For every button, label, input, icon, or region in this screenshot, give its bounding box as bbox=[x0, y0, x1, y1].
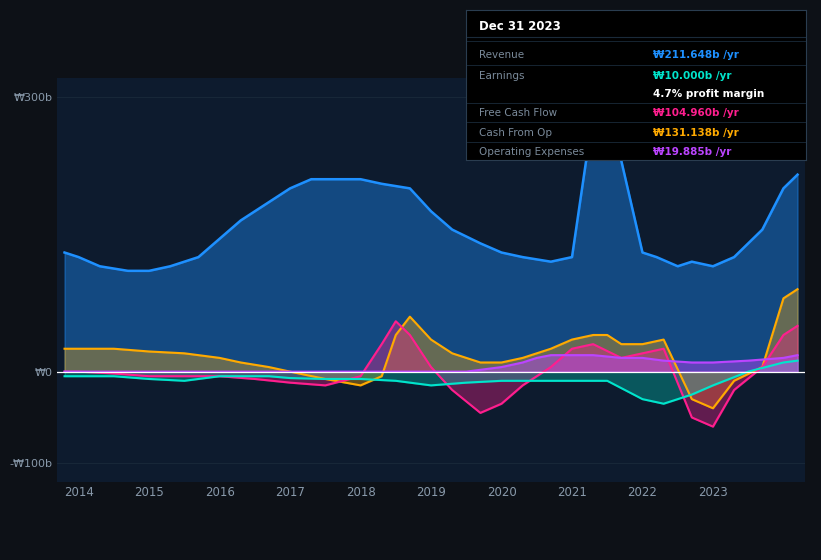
Text: Cash From Op: Cash From Op bbox=[479, 128, 553, 138]
Text: Dec 31 2023: Dec 31 2023 bbox=[479, 20, 561, 33]
Text: ₩131.138b /yr: ₩131.138b /yr bbox=[653, 128, 739, 138]
Text: ₩104.960b /yr: ₩104.960b /yr bbox=[653, 108, 739, 118]
Text: 4.7% profit margin: 4.7% profit margin bbox=[653, 88, 764, 99]
Text: ₩211.648b /yr: ₩211.648b /yr bbox=[653, 49, 739, 59]
Text: ₩19.885b /yr: ₩19.885b /yr bbox=[653, 147, 732, 157]
Text: Free Cash Flow: Free Cash Flow bbox=[479, 108, 557, 118]
Text: ₩10.000b /yr: ₩10.000b /yr bbox=[653, 71, 732, 81]
Text: Revenue: Revenue bbox=[479, 49, 525, 59]
Text: Earnings: Earnings bbox=[479, 71, 525, 81]
Text: Operating Expenses: Operating Expenses bbox=[479, 147, 585, 157]
